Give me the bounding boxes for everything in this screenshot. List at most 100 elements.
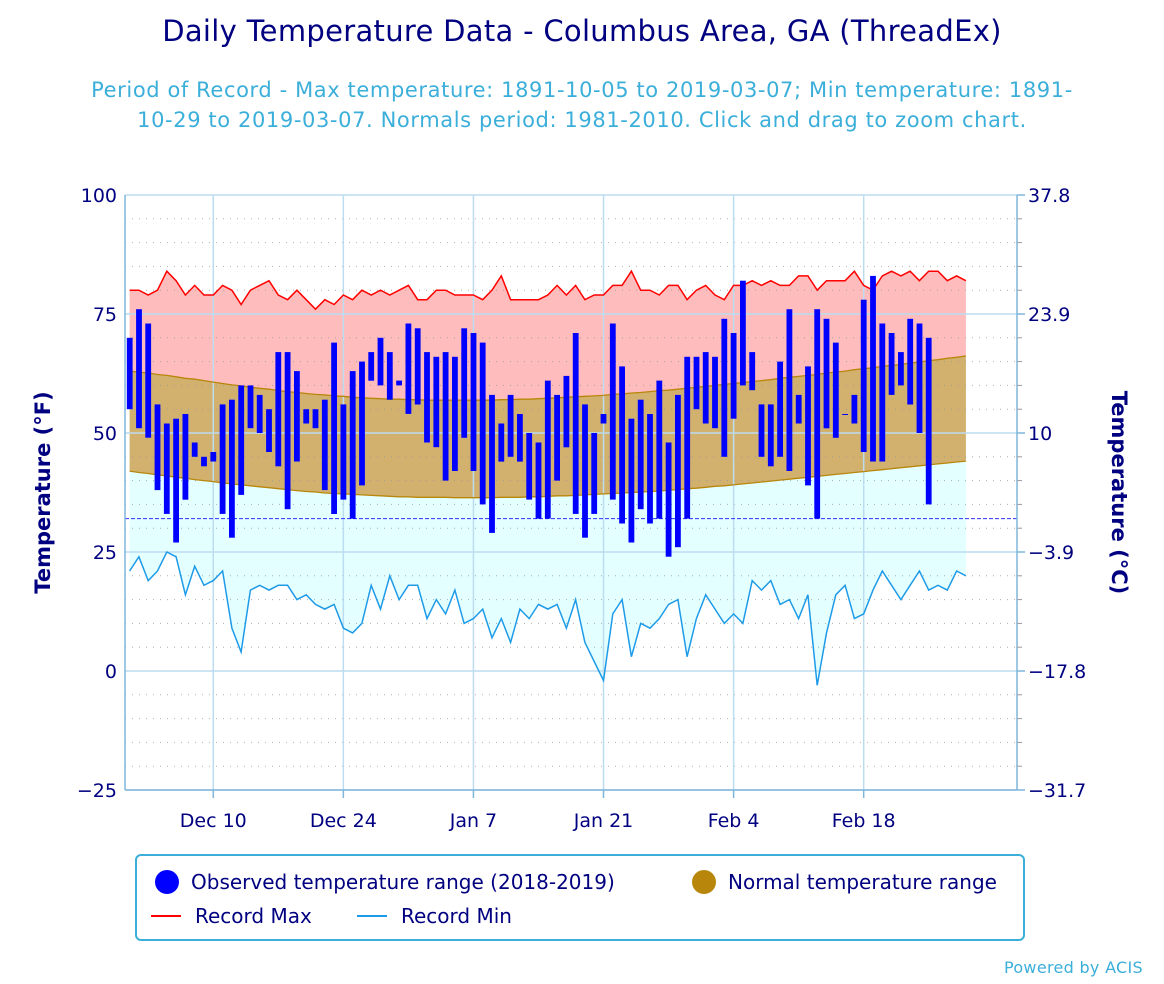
legend-item-record-max[interactable]: Record Max [151,904,312,928]
record-min-band [129,461,966,686]
observed-range-bar [647,414,653,524]
observed-range-bar [823,318,830,429]
legend-label-record-min: Record Min [401,904,512,928]
y-axis-title-right: Temperature (°C) [1107,391,1131,594]
observed-range-bar [628,418,635,543]
observed-range-bar [256,394,263,433]
y2-tick-label: 37.8 [1028,185,1070,207]
observed-range-bar [535,442,542,519]
observed-range-bar [414,328,421,405]
legend-item-observed[interactable]: Observed temperature range (2018-2019) [155,870,615,894]
observed-range-bar [396,380,402,386]
observed-range-bar [191,442,198,457]
x-tick-label: Jan 7 [449,810,497,832]
observed-range-bar [600,414,607,424]
observed-range-bar [452,356,458,471]
observed-range-bar [424,352,430,443]
x-tick-label: Feb 18 [832,810,896,832]
observed-range-bar [303,409,310,424]
record-max-band [129,271,966,401]
record-min-legend-line [357,915,387,917]
observed-range-bar [842,414,848,415]
observed-range-bar [470,333,477,471]
legend-label-observed: Observed temperature range (2018-2019) [191,870,615,894]
observed-range-bar [907,318,914,405]
y-tick-label: 75 [93,304,117,326]
observed-range-bar [479,342,486,505]
legend-item-normal[interactable]: Normal temperature range [692,870,997,894]
observed-range-bar [331,342,337,514]
observed-range-bar [294,371,300,462]
observed-range-bar [795,394,802,424]
observed-range-bar [740,280,746,386]
y-tick-label: 100 [81,185,117,207]
x-tick-label: Jan 21 [573,810,634,832]
y2-tick-label: −17.8 [1028,661,1086,683]
observed-range-bar [675,394,681,548]
chart-subtitle: Period of Record - Max temperature: 1891… [91,78,1073,132]
observed-range-bar [247,385,254,429]
legend-item-record-min[interactable]: Record Min [357,904,512,928]
observed-range-bar [767,404,774,467]
observed-range-bar [405,323,412,414]
observed-range-bar [517,414,523,462]
observed-range-bar [433,356,440,448]
observed-range-bar [693,356,700,410]
observed-range-bar [870,275,876,462]
observed-range-bar [609,323,616,500]
y2-tick-label: −31.7 [1028,780,1086,802]
observed-range-bar [656,380,663,519]
observed-range-bar [814,309,821,519]
observed-range-bar [145,323,152,438]
observed-range-bar [321,399,328,491]
record-min-line [128,550,967,686]
observed-range-bar [684,356,691,519]
observed-range-bar [582,404,588,538]
observed-range-bar [888,333,895,395]
observed-range-bar [229,399,235,538]
x-tick-label: Dec 24 [310,810,377,832]
observed-range-bar [349,371,356,519]
observed-range-bar [572,333,579,514]
y-tick-label: 50 [93,423,117,445]
observed-range-bar [154,404,161,491]
observed-range-bar [507,394,514,457]
credits-link[interactable]: Powered by ACIS [1003,958,1143,977]
observed-range-bar [377,337,384,386]
observed-range-bar [702,352,709,424]
observed-range-bar [275,352,282,467]
y-axis-title-left: Temperature (°F) [31,391,55,593]
observed-range-bar [554,394,560,481]
chart-legend: Observed temperature range (2018-2019) N… [135,854,1025,941]
observed-range-bar [498,423,505,462]
x-tick-label: Dec 10 [180,810,247,832]
observed-range-bar [879,323,886,462]
observed-range-bar [163,423,170,514]
observed-range-bar [898,352,904,386]
observed-range-bar [786,309,793,471]
observed-range-bar [238,385,245,495]
observed-range-bar [712,356,718,429]
observed-range-bar [730,333,737,419]
observed-range-bar [637,399,644,510]
y-tick-label: −25 [77,780,117,802]
observed-range-bar [442,352,449,481]
observed-range-bar [489,394,495,533]
observed-range-bar [173,418,179,543]
y-tick-label: 0 [105,661,117,683]
observed-range-bar [544,380,551,519]
observed-range-bar [386,352,393,400]
y2-tick-label: −3.9 [1028,542,1074,564]
observed-range-bar [758,404,765,457]
observed-legend-marker [155,870,179,894]
observed-range-bar [860,299,867,452]
observed-range-bar [461,328,468,438]
chart-title: Daily Temperature Data - Columbus Area, … [162,14,1002,48]
observed-range-bar [916,323,923,433]
observed-range-bar [851,394,858,424]
observed-range-bar [266,409,272,452]
observed-range-bar [805,366,811,486]
record-max-legend-line [151,915,181,917]
observed-range-bar [665,442,672,557]
temperature-chart[interactable]: 100 75 50 25 0 −25 37.8 23.9 10 −3.9 −17.8 −31.7 Dec… [0,0,1164,850]
